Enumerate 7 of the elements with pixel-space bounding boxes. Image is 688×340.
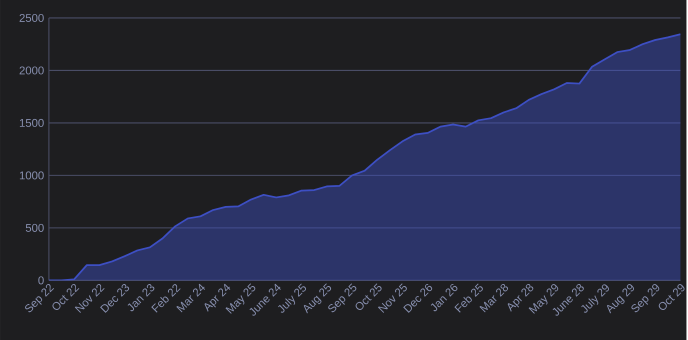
y-tick-label: 500: [26, 224, 44, 232]
y-tick-label: 0: [38, 276, 44, 284]
y-tick-label: 2500: [20, 14, 44, 22]
y-tick-label: 1500: [20, 118, 44, 127]
y-tick-label: 1000: [20, 171, 44, 180]
y-tick-label: 2000: [20, 66, 44, 74]
x-tick-label: Oct 29: [658, 284, 685, 310]
